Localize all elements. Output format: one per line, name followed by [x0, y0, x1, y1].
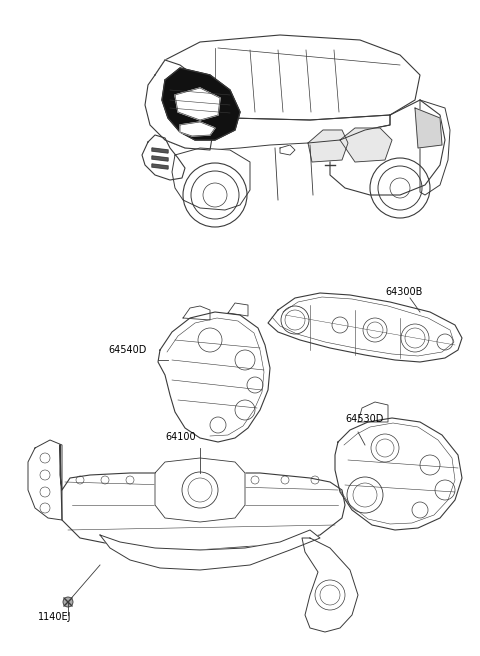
Polygon shape	[152, 156, 168, 161]
Polygon shape	[330, 100, 445, 195]
Polygon shape	[172, 148, 250, 210]
Polygon shape	[152, 148, 168, 153]
Polygon shape	[335, 418, 462, 530]
Text: 64530D: 64530D	[345, 414, 384, 424]
Text: 64300B: 64300B	[385, 287, 422, 297]
Polygon shape	[308, 130, 348, 162]
Text: 1140EJ: 1140EJ	[38, 612, 72, 622]
Circle shape	[63, 597, 73, 607]
Polygon shape	[302, 538, 358, 632]
Polygon shape	[340, 128, 392, 162]
Polygon shape	[415, 108, 442, 148]
Polygon shape	[158, 312, 270, 442]
Polygon shape	[180, 122, 215, 136]
Polygon shape	[268, 293, 462, 362]
Polygon shape	[280, 145, 295, 155]
Polygon shape	[145, 60, 215, 150]
Polygon shape	[162, 68, 240, 140]
Polygon shape	[155, 458, 245, 522]
Text: 64540D: 64540D	[108, 345, 146, 355]
Text: 64100: 64100	[165, 432, 196, 442]
Polygon shape	[100, 530, 320, 570]
Polygon shape	[28, 440, 62, 520]
Polygon shape	[358, 402, 388, 422]
Polygon shape	[228, 303, 248, 316]
Polygon shape	[175, 88, 220, 120]
Polygon shape	[183, 306, 210, 320]
Polygon shape	[60, 445, 345, 550]
Polygon shape	[420, 100, 450, 195]
Polygon shape	[152, 164, 168, 169]
Polygon shape	[142, 135, 185, 180]
Polygon shape	[155, 35, 420, 120]
Polygon shape	[155, 112, 390, 150]
